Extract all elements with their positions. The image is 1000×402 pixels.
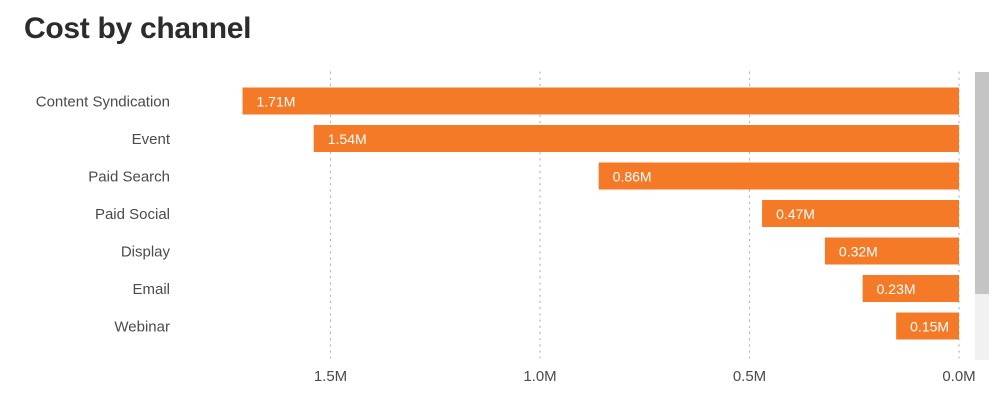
bar xyxy=(598,162,959,190)
category-labels: Content Syndication Event Paid Search Paid … xyxy=(36,94,171,336)
x-axis-ticks: 1.5M 1.0M 0.5M 0.0M xyxy=(314,368,976,385)
chart-title: Cost by channel xyxy=(24,12,252,45)
bar xyxy=(242,87,959,115)
category-label: Webinar xyxy=(114,319,170,336)
category-label: Content Syndication xyxy=(36,94,170,111)
category-label: Paid Social xyxy=(95,206,170,223)
category-label: Display xyxy=(121,244,171,261)
category-label: Email xyxy=(132,281,170,298)
data-label: 0.32M xyxy=(839,244,878,260)
bars: 1.71M 1.54M 0.86M 0.47M 0.32M 0.23M 0.15M xyxy=(242,87,959,340)
category-label: Paid Search xyxy=(88,169,170,186)
x-tick-label: 1.0M xyxy=(523,368,556,385)
data-label: 0.47M xyxy=(776,206,815,222)
x-tick-label: 0.0M xyxy=(942,368,975,385)
bar xyxy=(862,275,959,302)
category-label: Event xyxy=(132,131,171,148)
data-label: 0.23M xyxy=(877,281,916,297)
data-label: 0.86M xyxy=(613,169,652,185)
bar xyxy=(896,312,959,340)
bar xyxy=(313,125,959,152)
bar xyxy=(824,237,959,265)
data-label: 0.15M xyxy=(910,319,949,335)
data-label: 1.71M xyxy=(257,94,296,110)
scrollbar[interactable] xyxy=(975,72,989,360)
bar xyxy=(762,200,959,227)
x-tick-label: 0.5M xyxy=(733,368,766,385)
x-tick-label: 1.5M xyxy=(314,368,347,385)
scrollbar-thumb[interactable] xyxy=(975,72,989,294)
data-label: 1.54M xyxy=(328,131,367,147)
